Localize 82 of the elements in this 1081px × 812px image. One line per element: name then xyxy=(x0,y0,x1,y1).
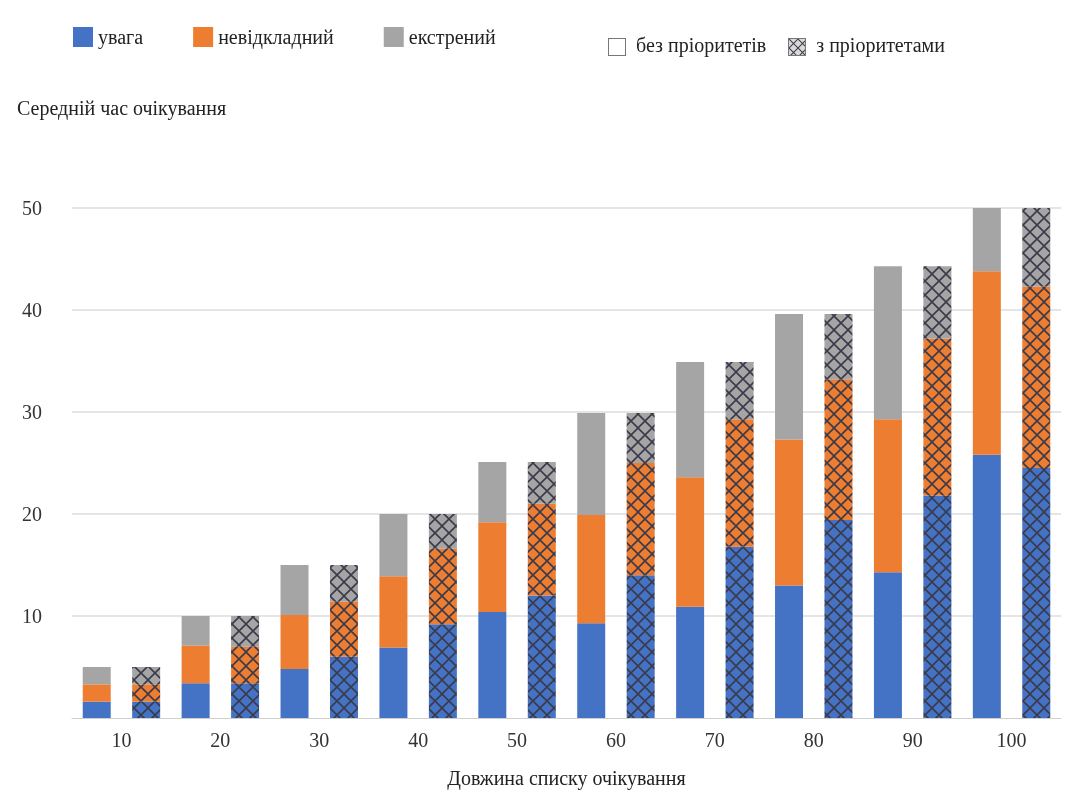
bar xyxy=(280,614,309,670)
bar xyxy=(428,548,457,625)
bar xyxy=(1022,286,1051,469)
bar xyxy=(972,454,1001,718)
bar xyxy=(725,419,754,547)
bar xyxy=(280,669,309,718)
bar xyxy=(577,413,606,516)
bar xyxy=(626,463,655,576)
bar xyxy=(428,624,457,718)
bar xyxy=(923,495,952,718)
bar xyxy=(231,683,260,718)
bar xyxy=(132,667,161,685)
y-axis-title: Середній час очікування xyxy=(17,97,227,120)
bar xyxy=(873,572,902,718)
bar xyxy=(676,477,705,607)
bar xyxy=(775,585,804,718)
bar xyxy=(329,656,358,718)
bar xyxy=(82,701,111,718)
y-tick-label: 50 xyxy=(22,197,42,219)
bar xyxy=(181,616,210,646)
bar xyxy=(329,601,358,657)
x-tick-label: 60 xyxy=(605,729,626,751)
bar xyxy=(775,439,804,586)
bar xyxy=(379,514,408,577)
bar xyxy=(676,362,705,478)
x-tick-label: 30 xyxy=(309,729,330,751)
bar xyxy=(329,565,358,602)
bar xyxy=(775,314,804,440)
x-tick-label: 80 xyxy=(803,729,824,751)
legend-label: невідкладний xyxy=(218,26,335,49)
legend-label: екстрений xyxy=(408,26,496,49)
bar xyxy=(923,266,952,339)
bar xyxy=(577,515,606,624)
bar xyxy=(132,701,161,718)
bar xyxy=(82,684,111,702)
bar xyxy=(676,606,705,718)
y-tick-label: 10 xyxy=(22,605,42,627)
text: без пріоритетів xyxy=(635,34,767,57)
bar xyxy=(1022,468,1051,718)
bar xyxy=(478,522,507,612)
x-tick-label: 50 xyxy=(507,729,528,751)
bar xyxy=(972,271,1001,455)
x-tick-label: 20 xyxy=(210,729,231,751)
bar xyxy=(181,683,210,718)
bar xyxy=(725,362,754,420)
bar xyxy=(824,520,853,718)
x-tick-label: 90 xyxy=(902,729,923,751)
bar xyxy=(527,595,556,718)
bar xyxy=(82,667,111,685)
bar xyxy=(379,647,408,718)
y-tick-label: 40 xyxy=(22,299,42,321)
x-tick-label: 100 xyxy=(996,729,1027,751)
bar xyxy=(873,419,902,573)
y-tick-label: 30 xyxy=(22,401,42,423)
y-tick-label: 20 xyxy=(22,503,42,525)
bar xyxy=(725,546,754,718)
x-tick-label: 40 xyxy=(408,729,429,751)
bar xyxy=(527,461,556,504)
bar xyxy=(873,266,902,420)
bar xyxy=(972,208,1001,272)
legend-label: увага xyxy=(98,26,144,49)
bar xyxy=(231,616,260,647)
bar xyxy=(824,379,853,521)
bar xyxy=(824,314,853,380)
bar xyxy=(478,461,507,523)
bar xyxy=(577,623,606,718)
bar xyxy=(181,645,210,684)
x-axis-title: Довжина списку очікування xyxy=(447,767,686,790)
bar xyxy=(1022,208,1051,287)
bar xyxy=(379,576,408,648)
bar xyxy=(626,575,655,718)
bar xyxy=(478,611,507,718)
bar xyxy=(231,646,260,684)
bar xyxy=(428,514,457,549)
bar xyxy=(626,413,655,463)
bar xyxy=(280,565,309,615)
text: з пріоритетами xyxy=(815,34,945,57)
x-tick-label: 10 xyxy=(111,729,132,751)
bar xyxy=(132,684,161,702)
bar xyxy=(923,338,952,496)
bar xyxy=(527,503,556,596)
x-tick-label: 70 xyxy=(704,729,725,751)
